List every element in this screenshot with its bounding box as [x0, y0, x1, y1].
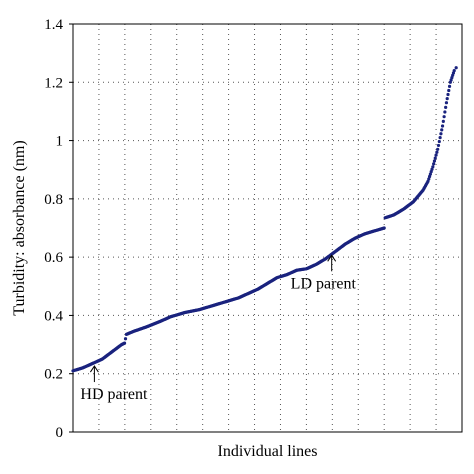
data-point — [428, 172, 432, 176]
data-point — [447, 84, 452, 88]
annotations: HD parent LD parent — [80, 254, 357, 403]
data-point — [426, 179, 430, 183]
data-point — [432, 159, 437, 163]
data-point — [382, 226, 386, 230]
data-point — [452, 69, 456, 73]
y-axis-label: Turbidity: absorbance (nm) — [11, 140, 28, 315]
data-point — [439, 132, 443, 136]
data-point — [427, 177, 431, 181]
plot-frame — [72, 23, 463, 433]
x-axis-label: Individual lines — [218, 443, 318, 460]
data-point — [447, 88, 451, 93]
y-tick-label: 0.2 — [44, 367, 63, 383]
y-tick-label: 0.8 — [44, 192, 63, 208]
data-point — [429, 170, 433, 174]
data-point — [435, 150, 439, 154]
data-point — [440, 128, 444, 132]
data-point — [434, 153, 438, 157]
data-point — [444, 105, 448, 109]
y-tick-label: 1.2 — [44, 75, 63, 91]
data-point — [431, 165, 435, 169]
annotation-label: LD parent — [291, 275, 357, 292]
data-points — [71, 66, 458, 373]
data-point — [443, 110, 447, 114]
y-tick-label: 0.6 — [44, 250, 63, 266]
data-point — [123, 337, 128, 341]
data-point — [436, 143, 441, 148]
data-point — [454, 66, 458, 70]
annotation-label: HD parent — [80, 386, 148, 403]
data-point — [432, 162, 436, 166]
data-point — [437, 139, 441, 144]
y-tick-label: 0 — [56, 425, 64, 441]
y-tick-label: 0.4 — [44, 308, 63, 324]
data-point — [430, 167, 434, 171]
data-point — [441, 119, 445, 123]
data-point — [122, 341, 127, 345]
data-point — [444, 101, 449, 105]
data-point — [440, 124, 445, 128]
data-point — [427, 174, 432, 179]
y-tick-label: 1.4 — [44, 17, 63, 33]
data-point — [433, 156, 437, 160]
data-point — [446, 92, 450, 97]
data-point — [436, 147, 440, 151]
annotation-arrowhead — [89, 365, 99, 373]
data-point — [445, 97, 449, 101]
y-tick-label: 1 — [56, 134, 64, 150]
data-point — [442, 115, 446, 119]
grid — [73, 24, 462, 432]
data-point — [438, 136, 442, 140]
y-axis-ticks: 0 0.2 0.4 0.6 0.8 1 1.2 1.4 — [44, 17, 73, 441]
annotation-arrowhead — [327, 254, 337, 262]
